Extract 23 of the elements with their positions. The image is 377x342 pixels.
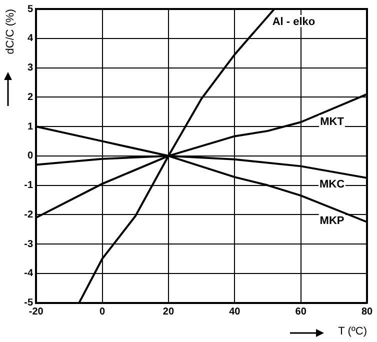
y-tick-label: -3 (24, 238, 34, 250)
y-tick-label: -5 (24, 298, 34, 309)
x-tick-label: 80 (361, 306, 373, 318)
y-axis-title: dC/C (%) (4, 9, 17, 54)
series-label: MKP (320, 215, 344, 228)
y-tick-label: 2 (28, 92, 34, 103)
x-tick-label: 60 (295, 306, 307, 318)
series-label: MKT (320, 116, 344, 128)
x-axis-title: T (ºC) (338, 325, 367, 338)
series-label: Al - elko (272, 16, 316, 28)
y-tick-label: 4 (28, 33, 34, 44)
y-tick-label: -2 (24, 209, 34, 220)
x-tick-label: 0 (99, 306, 106, 318)
y-tick-label: 5 (28, 4, 34, 15)
series-label: MKC (319, 178, 345, 191)
y-tick-label: 0 (28, 150, 34, 162)
x-tick-label: 20 (162, 306, 174, 318)
y-tick-label: 1 (28, 121, 34, 132)
x-tick-label: -20 (28, 306, 44, 318)
x-tick-label: 40 (229, 306, 241, 318)
y-tick-label: 3 (28, 62, 34, 74)
y-tick-label: -1 (24, 180, 34, 192)
y-tick-label: -4 (24, 268, 34, 280)
